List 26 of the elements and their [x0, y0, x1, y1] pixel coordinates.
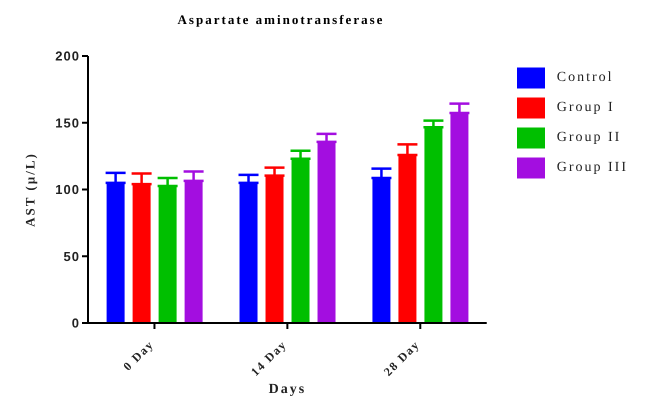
x-tick-label: 28 Day [380, 337, 422, 379]
bar [450, 113, 468, 323]
bar [158, 186, 177, 323]
legend-label: Group III [556, 160, 628, 175]
bar [266, 176, 284, 323]
bar [372, 178, 390, 323]
bar [184, 180, 203, 323]
bar [424, 127, 442, 323]
bar [106, 182, 125, 323]
y-tick-label: 200 [55, 48, 80, 64]
y-tick-label: 150 [55, 115, 80, 130]
bar [240, 182, 258, 323]
bar [292, 158, 310, 323]
legend-label: Group I [556, 100, 615, 115]
y-tick-label: 0 [72, 316, 80, 331]
legend-label: Group II [556, 130, 622, 145]
x-axis-title: Days [268, 382, 306, 397]
y-axis-title: AST (µ/L) [22, 152, 38, 227]
legend-label: Control [556, 70, 614, 85]
x-tick-label: 14 Day [248, 337, 290, 379]
bar [132, 184, 151, 323]
y-tick-label: 100 [55, 182, 80, 198]
y-tick-label: 50 [64, 248, 80, 264]
bar [318, 142, 336, 323]
bar [398, 155, 416, 323]
chart-title: Aspartate aminotransferase [176, 12, 386, 28]
